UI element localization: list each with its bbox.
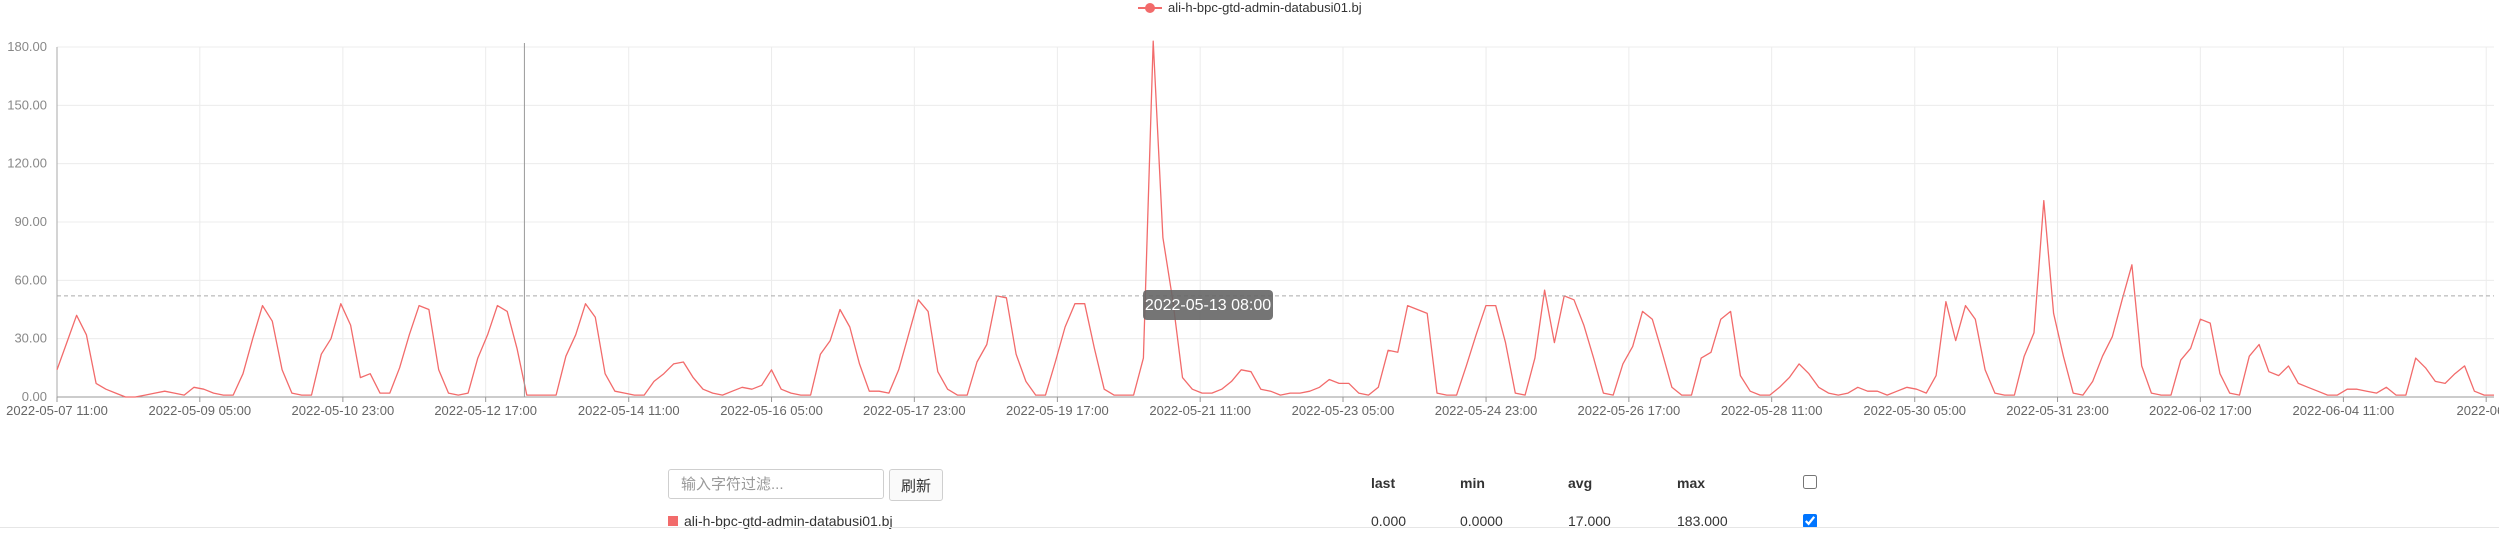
y-tick-label: 30.00 xyxy=(14,331,47,346)
cell-max: 183.000 xyxy=(1677,513,1728,529)
x-tick-label: 2022-05-07 11:00 xyxy=(6,403,108,418)
x-tick-label: 2022-05-17 23:00 xyxy=(863,403,966,418)
x-tick-label: 2022-06-0 xyxy=(2457,403,2499,418)
cell-min: 0.0000 xyxy=(1460,513,1503,529)
x-tick-label: 2022-06-02 17:00 xyxy=(2149,403,2252,418)
series-layer xyxy=(56,40,2494,398)
column-header-avg[interactable]: avg xyxy=(1568,475,1593,491)
legend-marker-icon xyxy=(1145,3,1155,13)
line-chart: ali-h-bpc-gtd-admin-databusi01.bj 0.00 30… xyxy=(6,0,2499,418)
cell-last: 0.000 xyxy=(1371,513,1407,529)
x-tick-label: 2022-05-09 05:00 xyxy=(148,403,251,418)
y-tick-label: 90.00 xyxy=(14,214,47,229)
tooltip-box xyxy=(1143,290,1273,320)
y-tick-label: 180.00 xyxy=(7,39,47,54)
x-tick-label: 2022-05-14 11:00 xyxy=(578,403,680,418)
divider xyxy=(0,527,2499,528)
filter-input[interactable] xyxy=(668,469,884,499)
x-tick-label: 2022-05-30 05:00 xyxy=(1863,403,1966,418)
refresh-button[interactable]: 刷新 xyxy=(889,469,943,501)
select-all-checkbox[interactable] xyxy=(1803,475,1817,489)
x-tick-label: 2022-06-04 11:00 xyxy=(2293,403,2395,418)
x-tick-label: 2022-05-19 17:00 xyxy=(1006,403,1109,418)
x-tick-label: 2022-05-12 17:00 xyxy=(434,403,537,418)
x-tick-label: 2022-05-16 05:00 xyxy=(720,403,823,418)
table-row[interactable]: ali-h-bpc-gtd-admin-databusi01.bj xyxy=(668,511,893,531)
y-tick-label: 0.00 xyxy=(22,389,47,404)
x-tick-label: 2022-05-28 11:00 xyxy=(1721,403,1823,418)
series-color-swatch xyxy=(668,516,678,526)
x-tick-label: 2022-05-26 17:00 xyxy=(1578,403,1681,418)
series-table: 刷新 last min avg max ali-h-bpc-gtd-admin-… xyxy=(0,455,2499,540)
column-header-min[interactable]: min xyxy=(1460,475,1485,491)
series-line xyxy=(56,40,2494,398)
series-visible-checkbox[interactable] xyxy=(1803,514,1817,528)
axes: 0.00 30.00 60.00 90.00 120.00 150.00 180.00 202… xyxy=(6,39,2499,418)
x-tick-label: 2022-05-23 05:00 xyxy=(1292,403,1395,418)
x-tick-label: 2022-05-10 23:00 xyxy=(292,403,395,418)
column-header-last[interactable]: last xyxy=(1371,475,1396,491)
y-tick-label: 120.00 xyxy=(7,156,47,171)
legend-label: ali-h-bpc-gtd-admin-databusi01.bj xyxy=(1168,0,1362,15)
legend[interactable]: ali-h-bpc-gtd-admin-databusi01.bj xyxy=(1138,0,1362,15)
y-tick-label: 150.00 xyxy=(7,97,47,112)
tooltip-label: 2022-05-13 08:00 xyxy=(1145,297,1271,314)
y-tick-label: 60.00 xyxy=(14,272,47,287)
series-name: ali-h-bpc-gtd-admin-databusi01.bj xyxy=(684,513,893,529)
column-header-max[interactable]: max xyxy=(1677,475,1706,491)
x-tick-label: 2022-05-21 11:00 xyxy=(1149,403,1251,418)
x-tick-label: 2022-05-31 23:00 xyxy=(2006,403,2109,418)
crosshair: 2022-05-13 08:00 xyxy=(57,43,2494,397)
cell-avg: 17.000 xyxy=(1568,513,1611,529)
x-tick-label: 2022-05-24 23:00 xyxy=(1435,403,1538,418)
grid xyxy=(56,46,2494,398)
